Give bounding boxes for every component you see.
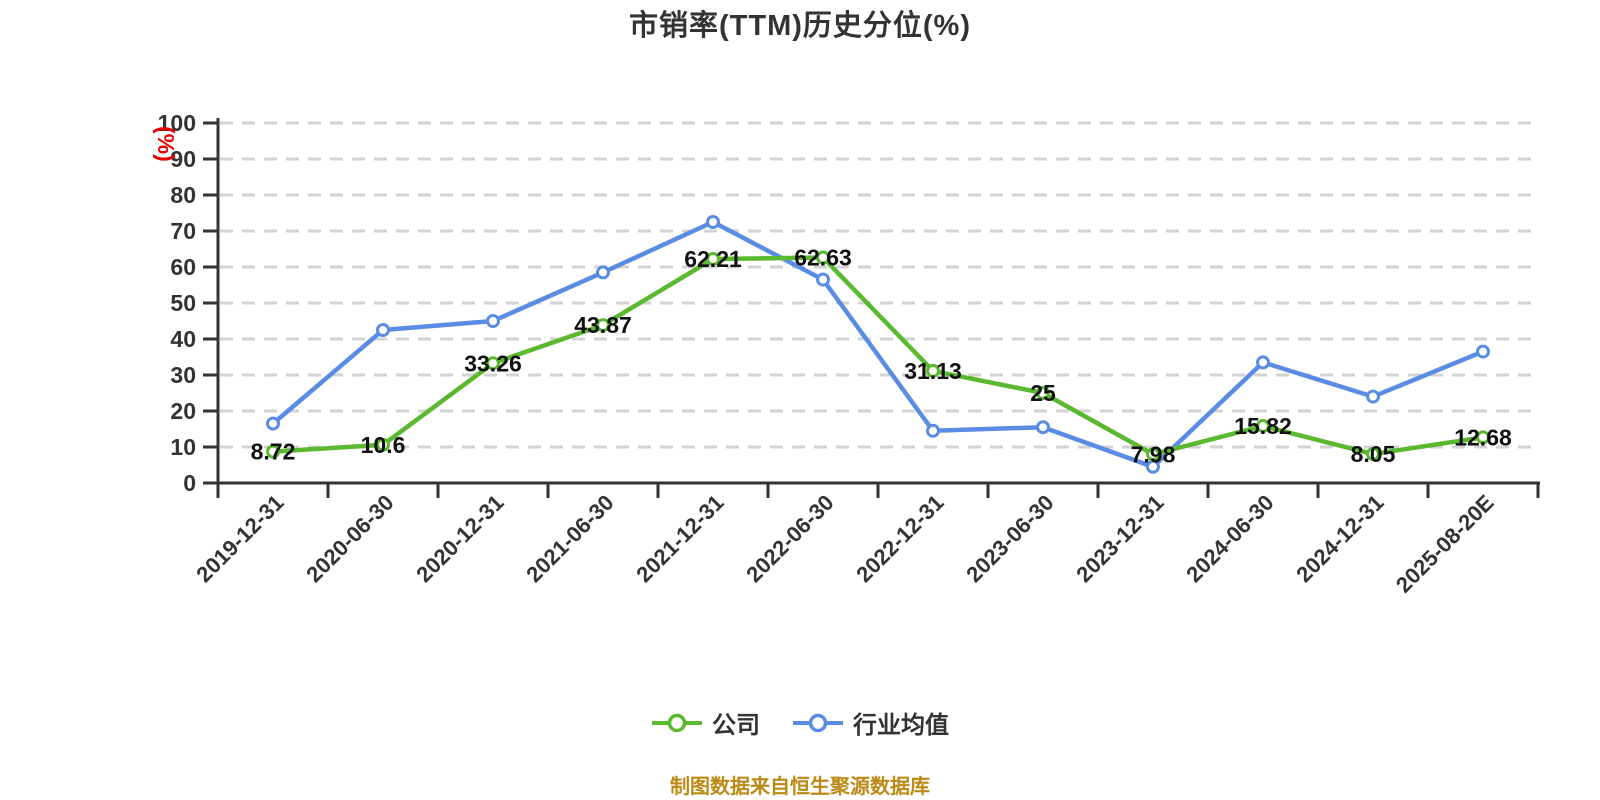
company-data-point[interactable] [926, 363, 940, 378]
x-axis-tick-label: 2024-12-31 [1291, 490, 1388, 587]
x-axis-tick-label: 2023-12-31 [1071, 490, 1168, 587]
company-data-point[interactable] [486, 356, 500, 371]
value-label: 10.6 [361, 432, 406, 458]
y-axis-tick-label: 10 [170, 434, 196, 460]
legend-label-company: 公司 [712, 712, 760, 739]
company-data-point[interactable] [706, 252, 720, 267]
y-axis-tick-label: 50 [170, 290, 196, 316]
y-axis-tick-label: 90 [170, 146, 196, 172]
x-axis-tick-label: 2021-06-30 [521, 490, 618, 587]
x-axis-tick-label: 2022-12-31 [851, 490, 948, 587]
y-axis-tick-label: 30 [170, 362, 196, 388]
company-line [270, 255, 1486, 457]
industry-average-data-point[interactable] [1366, 389, 1380, 404]
y-axis-tick-label: 0 [183, 470, 196, 496]
legend-item-company[interactable]: 公司 [651, 705, 760, 740]
industry-average-data-point[interactable] [926, 423, 940, 438]
value-label: 31.13 [904, 358, 962, 384]
industry-average-line [270, 219, 1486, 470]
data-source-note: 制图数据来自恒生聚源数据库 [670, 776, 930, 798]
x-axis-tick-label: 2021-12-31 [631, 490, 728, 587]
y-axis-tick-label: 20 [170, 398, 196, 424]
y-axis-tick-label: 100 [158, 110, 196, 136]
industry-average-data-point[interactable] [1036, 420, 1050, 435]
industry-average-data-point[interactable] [376, 323, 390, 337]
company-data-point[interactable] [1476, 430, 1490, 445]
company-data-point[interactable] [376, 437, 390, 452]
company-data-point[interactable] [596, 318, 610, 333]
legend-label-industry-average: 行业均值 [853, 712, 949, 739]
value-label: 8.72 [251, 439, 296, 465]
x-axis-tick-label: 2022-06-30 [741, 490, 838, 587]
industry-average-data-point[interactable] [706, 215, 720, 229]
value-label: 33.26 [464, 350, 522, 376]
industry-average-data-point[interactable] [1256, 355, 1270, 370]
industry-legend-marker-icon [793, 713, 843, 732]
value-label: 62.63 [794, 245, 852, 271]
value-label: 43.87 [574, 312, 632, 338]
value-label: 12.68 [1454, 424, 1512, 450]
x-axis-tick-label: 2020-12-31 [411, 490, 508, 587]
x-axis-tick-label: 2019-12-31 [191, 490, 288, 587]
industry-average-data-point[interactable] [1476, 344, 1490, 359]
company-data-point[interactable] [266, 444, 280, 459]
company-data-point[interactable] [1036, 386, 1050, 400]
industry-average-data-point[interactable] [486, 314, 500, 328]
x-axis-tick-label: 2025-08-20E [1391, 490, 1499, 598]
value-label: 62.21 [684, 246, 742, 272]
y-axis-tick-label: 80 [170, 182, 196, 208]
x-axis-tick-label: 2023-06-30 [961, 490, 1058, 587]
x-axis-tick-label: 2024-06-30 [1181, 490, 1278, 587]
company-data-point[interactable] [816, 250, 830, 265]
industry-average-data-point[interactable] [596, 265, 610, 280]
value-label: 8.05 [1351, 441, 1396, 467]
company-data-point[interactable] [1146, 447, 1160, 462]
x-axis-tick-label: 2020-06-30 [301, 490, 398, 587]
y-axis-tick-label: 40 [170, 326, 196, 352]
industry-average-data-point[interactable] [1146, 459, 1160, 474]
legend-item-industry-average[interactable]: 行业均值 [792, 705, 949, 740]
industry-average-data-point[interactable] [816, 272, 830, 287]
value-label: 15.82 [1234, 413, 1292, 439]
y-axis-tick-label: 70 [170, 218, 196, 244]
legend: 公司 行业均值 [0, 705, 1600, 740]
chart-title: 市销率(TTM)历史分位(%) [628, 10, 971, 42]
company-data-point[interactable] [1366, 447, 1380, 462]
y-axis-unit-label: (%) [153, 126, 179, 162]
value-label: 25 [1030, 380, 1056, 406]
company-data-point[interactable] [1256, 419, 1270, 434]
y-axis-tick-label: 60 [170, 254, 196, 280]
industry-average-data-point[interactable] [266, 416, 280, 431]
value-label: 7.98 [1131, 441, 1176, 467]
company-legend-marker-icon [652, 713, 702, 732]
